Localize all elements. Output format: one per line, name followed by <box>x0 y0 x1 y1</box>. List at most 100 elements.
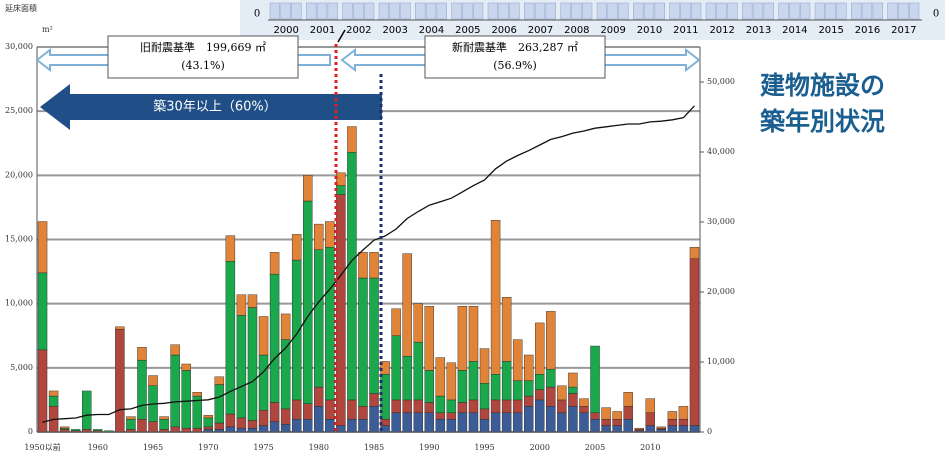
bar-segment <box>645 425 656 433</box>
bar-segment <box>391 335 401 401</box>
inset-cell <box>596 2 608 20</box>
inset-tick-label: 2005 <box>455 25 480 36</box>
bar-segment <box>656 426 667 429</box>
bar-segment <box>37 221 48 274</box>
inset-cell <box>814 2 826 20</box>
bar-segment <box>524 395 534 407</box>
bar-segment <box>258 425 269 433</box>
bar-segment <box>192 427 202 433</box>
bar-segment <box>247 294 258 308</box>
bar-segment <box>667 418 678 426</box>
inset-tick-label: 2002 <box>346 25 371 36</box>
bar-segment <box>347 418 357 433</box>
inset-tick-label: 2003 <box>382 25 407 36</box>
inset-cell <box>327 2 338 20</box>
bar-segment <box>424 306 435 371</box>
inset-tick-label: 2009 <box>600 25 625 36</box>
inset-cell <box>752 2 764 20</box>
bar-segment <box>225 413 236 428</box>
inset-cell <box>618 2 629 20</box>
bar-segment <box>601 418 611 426</box>
tick-label: 50,000 <box>707 77 735 86</box>
inset-cell <box>451 2 462 20</box>
bar-segment <box>623 392 633 407</box>
x-tick-label: 1985 <box>364 443 384 452</box>
bar-segment <box>512 380 523 401</box>
inset-cell <box>872 2 883 20</box>
inset-cell <box>316 2 328 20</box>
inset-cell <box>778 2 789 20</box>
bar-segment <box>568 406 578 433</box>
inset-tick-label: 2011 <box>673 25 698 36</box>
inset-cell <box>716 2 727 20</box>
x-tick-label: 1965 <box>143 443 163 452</box>
bar-segment <box>170 344 180 356</box>
bar-segment <box>424 370 435 403</box>
inset-cell <box>763 2 774 20</box>
bar-segment <box>115 326 125 330</box>
bar-segment <box>214 422 225 430</box>
bar-segment <box>258 354 269 411</box>
inset-cell <box>581 2 593 20</box>
bar-segment <box>258 409 269 426</box>
bar-segment <box>479 408 490 420</box>
inset-tick-label: 2015 <box>818 25 843 36</box>
bar-segment <box>236 427 247 433</box>
old-box <box>107 35 299 79</box>
bar-segment <box>424 402 435 413</box>
inset-cell <box>633 2 644 20</box>
bar-segment <box>280 313 291 340</box>
bar-segment <box>358 406 368 420</box>
bar-segment <box>37 272 48 351</box>
bar-segment <box>579 406 589 413</box>
bar-segment <box>601 425 611 433</box>
bar-segment <box>314 406 324 433</box>
bar-segment <box>347 152 357 401</box>
inset-cell <box>389 2 400 20</box>
x-tick-label: 1990 <box>419 443 439 452</box>
inset-cell <box>669 2 680 20</box>
bar-segment <box>369 252 379 279</box>
bar-segment <box>291 399 302 420</box>
bar-segment <box>325 221 335 248</box>
bar-segment <box>678 406 689 420</box>
bar-segment <box>568 386 578 394</box>
inset-cell <box>560 2 571 20</box>
bar-segment <box>325 418 335 433</box>
bar-segment <box>557 399 567 413</box>
new-share: (56.9%) <box>493 59 537 72</box>
bar-segment <box>601 407 611 420</box>
bar-segment <box>546 386 556 407</box>
bar-segment <box>623 418 633 433</box>
inset-cell <box>789 2 800 20</box>
bar-segment <box>269 421 280 433</box>
bar-segment <box>524 380 534 397</box>
inset-cell <box>291 2 302 20</box>
tick-label: 40,000 <box>707 147 735 156</box>
bar-segment <box>115 329 125 433</box>
tick-label: 10,000 <box>707 357 735 366</box>
bar-segment <box>214 384 225 424</box>
bar-segment <box>435 357 446 397</box>
bar-segment <box>347 126 357 153</box>
bar-segment <box>468 361 479 401</box>
bar-segment <box>468 399 479 413</box>
bar-segment <box>159 418 169 430</box>
bar-segment <box>512 339 523 381</box>
bar-segment <box>126 418 136 430</box>
inset-cell <box>498 2 509 20</box>
bar-segment <box>590 345 600 413</box>
inset-tick-label: 2017 <box>891 25 916 36</box>
bar-segment <box>457 306 468 371</box>
inset-tick-label: 2016 <box>855 25 880 36</box>
inset-cell <box>908 2 920 20</box>
bar-segment <box>512 399 523 413</box>
y-axis-unit: m² <box>42 25 53 34</box>
inset-cell <box>353 2 364 20</box>
bar-segment <box>612 411 622 420</box>
bar-segment <box>325 246 335 401</box>
bar-segment <box>391 399 401 413</box>
inset-cell <box>363 2 375 20</box>
bar-segment <box>535 389 545 401</box>
bar-segment <box>402 356 412 401</box>
